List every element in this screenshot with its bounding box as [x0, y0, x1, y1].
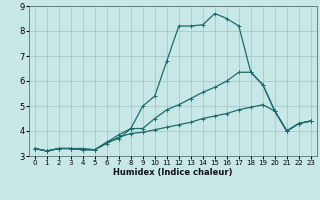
X-axis label: Humidex (Indice chaleur): Humidex (Indice chaleur) — [113, 168, 233, 177]
